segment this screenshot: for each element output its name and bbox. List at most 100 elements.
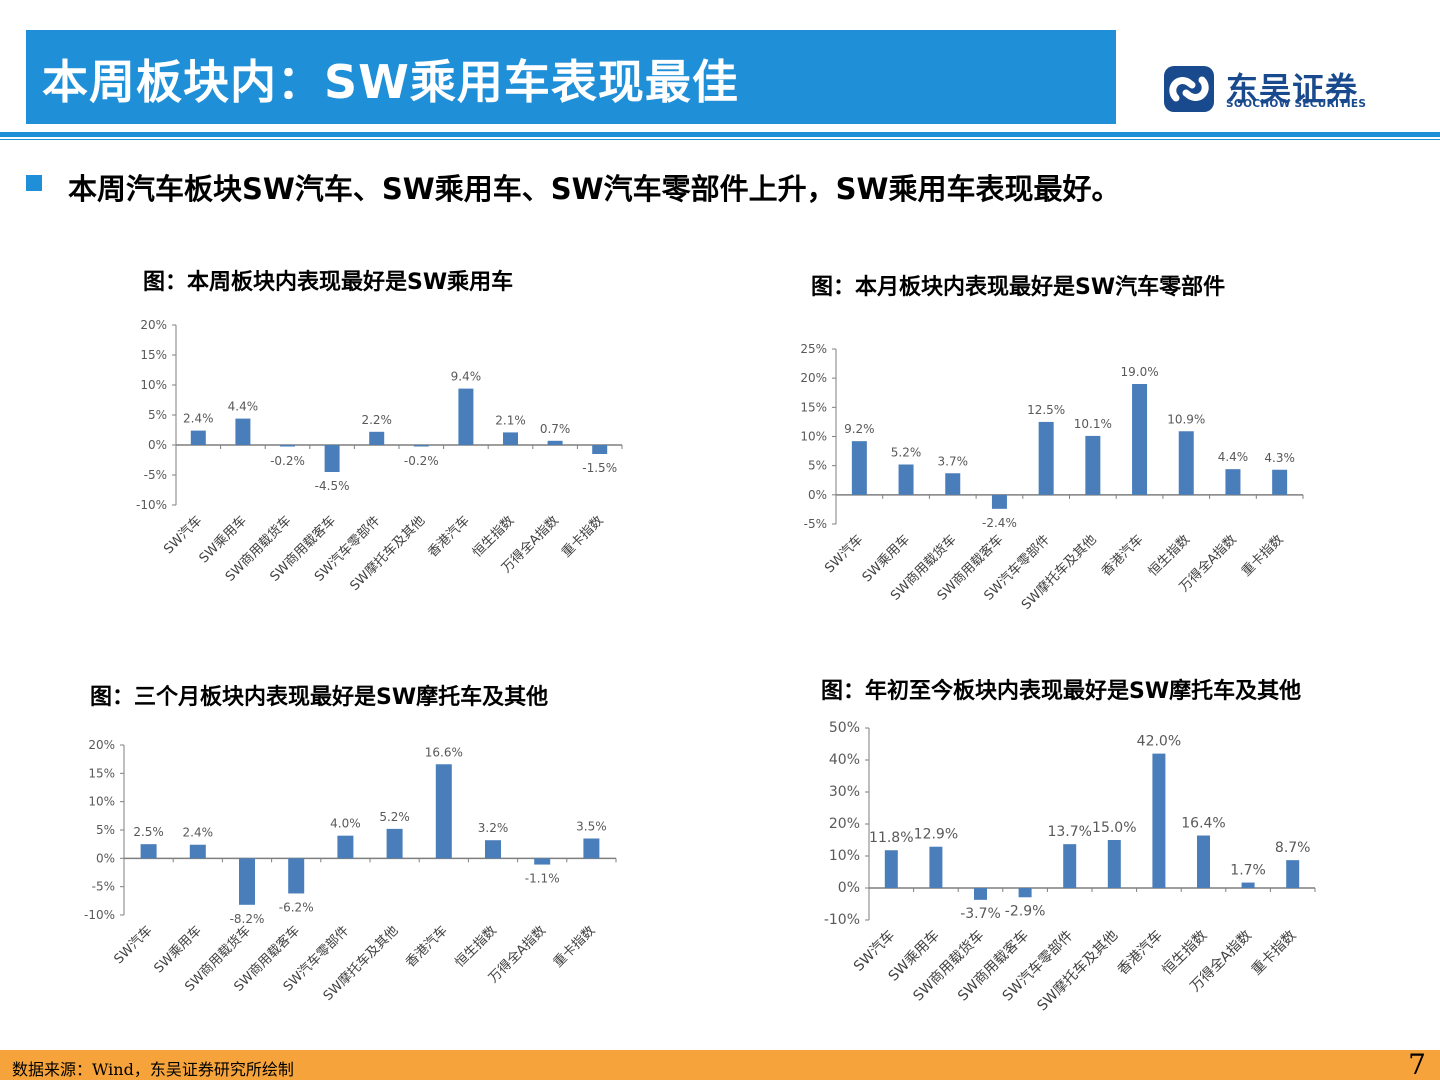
y-tick-label: 15%: [140, 348, 167, 362]
data-label: -0.2%: [404, 454, 439, 468]
y-tick-label: 5%: [96, 823, 115, 837]
header-divider-thin: [0, 139, 1440, 140]
category-label: 重卡指数: [1249, 928, 1300, 979]
bar-month: [1132, 384, 1148, 495]
bar-week: [280, 445, 295, 447]
y-tick-label: 40%: [829, 752, 860, 768]
chart-title-ytd: 图：年初至今板块内表现最好是SW摩托车及其他: [821, 679, 1302, 704]
y-tick-label: 20%: [800, 371, 827, 385]
bar-month: [1178, 431, 1194, 495]
data-label: 10.1%: [1074, 417, 1112, 431]
data-label: 1.7%: [1230, 863, 1266, 879]
data-label: 3.5%: [576, 820, 607, 834]
bar-month: [1038, 421, 1054, 495]
data-label: -8.2%: [230, 912, 265, 926]
data-label: 0.7%: [540, 422, 571, 436]
y-tick-label: 5%: [808, 459, 827, 473]
data-label: 12.9%: [914, 827, 958, 843]
bar-month: [945, 473, 961, 495]
bar-month: [1225, 469, 1241, 495]
header-divider: [0, 132, 1440, 137]
bar-ytd: [1018, 888, 1032, 898]
data-label: -2.4%: [982, 516, 1017, 530]
bar-ytd: [929, 846, 943, 888]
bar-three-month: [140, 844, 157, 859]
category-label: SW汽车: [822, 532, 867, 577]
y-tick-label: 15%: [88, 766, 115, 780]
y-tick-label: -10%: [824, 912, 860, 928]
y-tick-label: 20%: [88, 738, 115, 752]
y-tick-label: 10%: [140, 378, 167, 392]
y-tick-label: 50%: [829, 720, 860, 736]
logo-text-en: SOOCHOW SECURITIES: [1226, 98, 1367, 110]
bar-week: [458, 388, 474, 445]
category-label: SW汽车: [111, 923, 156, 968]
category-label: SW摩托车及其他: [347, 513, 428, 594]
category-label: 香港汽车: [403, 923, 451, 971]
bar-three-month: [189, 844, 206, 859]
bar-three-month: [386, 828, 403, 859]
bar-three-month: [485, 840, 501, 859]
y-tick-label: 10%: [88, 795, 115, 809]
title-banner: 本周板块内：SW乘用车表现最佳: [26, 30, 1116, 124]
bar-week: [547, 440, 563, 445]
category-label: 重卡指数: [1238, 532, 1286, 580]
data-label: 3.2%: [478, 821, 509, 835]
bullet-text: 本周汽车板块SW汽车、SW乘用车、SW汽车零部件上升，SW乘用车表现最好。: [68, 172, 1121, 206]
y-tick-label: -5%: [92, 880, 115, 894]
data-label: 15.0%: [1092, 820, 1136, 836]
y-tick-label: 0%: [148, 438, 167, 452]
data-label: -0.2%: [270, 454, 305, 468]
bar-week: [324, 445, 340, 472]
data-label: 4.3%: [1264, 451, 1295, 465]
y-tick-label: 30%: [829, 784, 860, 800]
chart-title-three-month: 图：三个月板块内表现最好是SW摩托车及其他: [90, 685, 549, 710]
data-label: 5.2%: [891, 446, 922, 460]
data-label: 10.9%: [1167, 412, 1205, 426]
bullet-square-icon: [26, 175, 42, 191]
data-label: 2.1%: [495, 413, 526, 427]
bar-three-month: [337, 835, 354, 859]
data-label: 2.2%: [361, 413, 392, 427]
bar-week: [235, 418, 251, 445]
bar-month: [1085, 435, 1101, 495]
data-label: -1.5%: [582, 461, 617, 475]
bar-month: [1272, 469, 1288, 495]
logo-text-cn: 东吴证券: [1226, 70, 1359, 108]
y-tick-label: 0%: [96, 851, 115, 865]
data-label: -6.2%: [279, 900, 314, 914]
data-label: 8.7%: [1275, 840, 1311, 856]
data-label: -4.5%: [315, 479, 350, 493]
bar-week: [369, 431, 385, 445]
page-title: 本周板块内：SW乘用车表现最佳: [42, 55, 739, 109]
y-tick-label: 15%: [800, 400, 827, 414]
category-label: 香港汽车: [1114, 927, 1166, 979]
y-tick-label: 10%: [800, 430, 827, 444]
data-label: 16.4%: [1181, 816, 1225, 832]
data-label: 9.2%: [844, 422, 875, 436]
data-label: -1.1%: [525, 872, 560, 886]
data-label: 4.4%: [1218, 450, 1249, 464]
bar-ytd: [884, 850, 898, 888]
y-tick-label: -5%: [804, 517, 827, 531]
chart-title-week: 图：本周板块内表现最好是SW乘用车: [143, 270, 514, 295]
data-label: 5.2%: [379, 810, 410, 824]
data-label: 9.4%: [451, 370, 482, 384]
company-logo: 东吴证券 SOOCHOW SECURITIES: [1162, 62, 1372, 116]
category-label: SW乘用车: [151, 923, 205, 977]
footer-bar: 数据来源：Wind，东吴证券研究所绘制 7: [0, 1048, 1440, 1081]
y-tick-label: 20%: [829, 816, 860, 832]
y-tick-label: 0%: [838, 880, 860, 896]
footer-source: 数据来源：Wind，东吴证券研究所绘制: [12, 1060, 294, 1079]
category-label: 重卡指数: [558, 513, 606, 561]
data-label: 2.5%: [133, 825, 164, 839]
data-label: 4.0%: [330, 817, 361, 831]
data-label: 2.4%: [183, 412, 214, 426]
data-label: 16.6%: [425, 745, 463, 759]
bar-week: [413, 445, 429, 447]
category-label: 恒生指数: [452, 923, 499, 970]
bar-three-month: [534, 858, 551, 865]
y-tick-label: -10%: [84, 908, 115, 922]
y-tick-label: 25%: [800, 342, 827, 356]
bar-ytd: [1286, 860, 1300, 888]
